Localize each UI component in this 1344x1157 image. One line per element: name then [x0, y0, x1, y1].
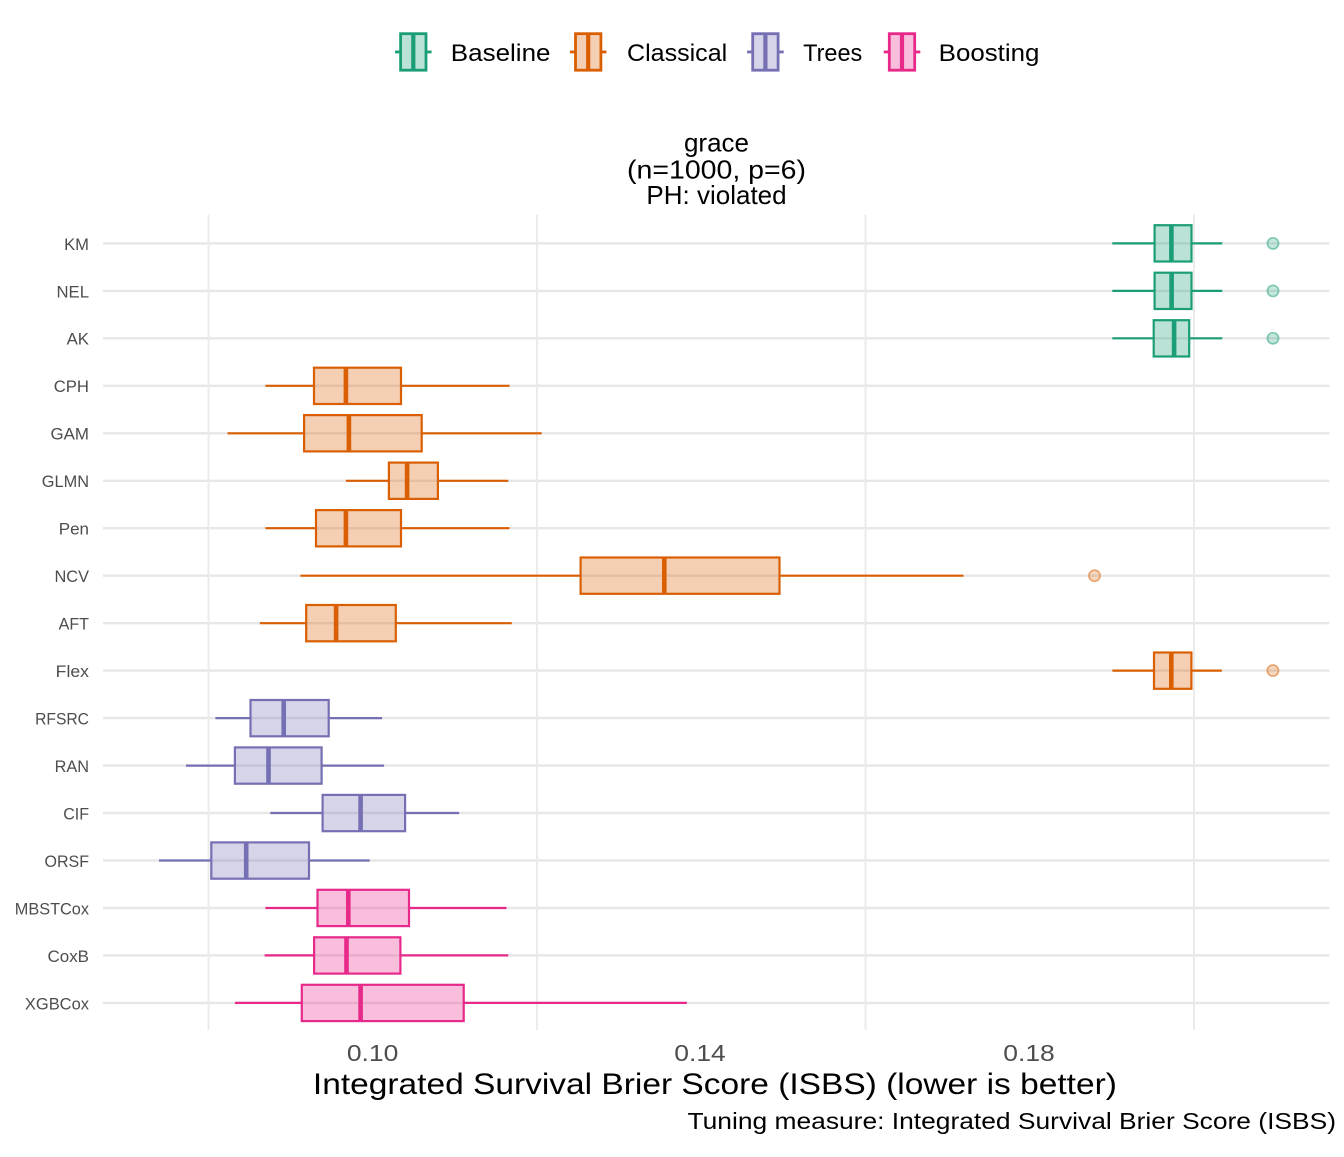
svg-text:Tuning measure: Integrated Sur: Tuning measure: Integrated Survival Brie…: [688, 1108, 1337, 1134]
svg-text:AK: AK: [67, 330, 90, 349]
svg-text:AFT: AFT: [59, 615, 89, 634]
svg-text:ORSF: ORSF: [45, 852, 90, 871]
svg-text:0.14: 0.14: [674, 1040, 726, 1066]
svg-text:GAM: GAM: [51, 425, 90, 444]
svg-text:Flex: Flex: [56, 662, 90, 681]
svg-text:Classical: Classical: [627, 40, 727, 67]
svg-text:0.10: 0.10: [347, 1040, 399, 1066]
svg-text:Baseline: Baseline: [451, 40, 551, 67]
svg-text:NCV: NCV: [55, 567, 90, 586]
svg-text:XGBCox: XGBCox: [25, 994, 90, 1013]
svg-text:0.18: 0.18: [1003, 1040, 1055, 1066]
svg-text:Integrated Survival Brier Scor: Integrated Survival Brier Score (ISBS) (…: [313, 1068, 1117, 1101]
svg-text:RFSRC: RFSRC: [35, 710, 89, 729]
svg-text:CoxB: CoxB: [48, 947, 90, 966]
svg-text:Trees: Trees: [803, 40, 862, 67]
svg-text:GLMN: GLMN: [42, 472, 89, 491]
svg-text:CIF: CIF: [63, 804, 89, 823]
svg-text:PH: violated: PH: violated: [646, 180, 786, 210]
svg-text:grace: grace: [684, 128, 749, 158]
svg-text:KM: KM: [64, 235, 89, 254]
svg-text:Pen: Pen: [59, 520, 89, 539]
svg-text:MBSTCox: MBSTCox: [15, 899, 90, 918]
svg-text:(n=1000, p=6): (n=1000, p=6): [627, 154, 806, 184]
svg-text:NEL: NEL: [57, 282, 90, 301]
svg-text:RAN: RAN: [55, 757, 89, 776]
svg-text:Boosting: Boosting: [939, 40, 1040, 67]
svg-text:CPH: CPH: [54, 377, 89, 396]
